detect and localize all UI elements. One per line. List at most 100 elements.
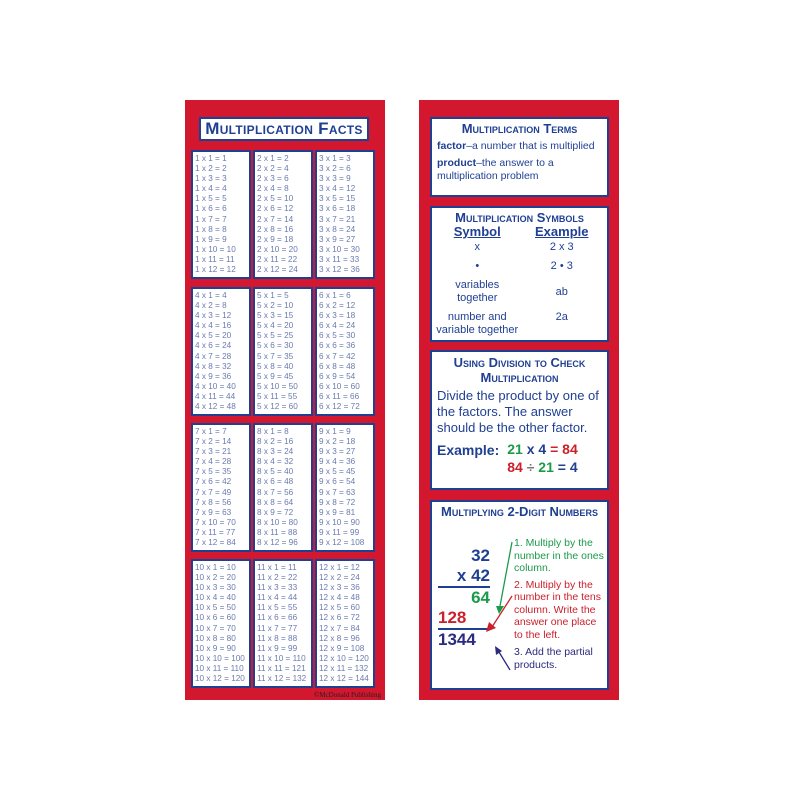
symbol-name: x (474, 241, 481, 253)
fact-row: 9 x 9 = 81 (319, 507, 356, 517)
fact-row: 4 x 11 = 44 (195, 391, 236, 401)
arrowhead-step2 (486, 622, 496, 632)
fact-row: 10 x 6 = 60 (195, 613, 236, 623)
arrows (486, 541, 513, 671)
fact-row: 7 x 11 = 77 (195, 527, 236, 537)
step-2: 2. Multiply by the number in the tens co… (514, 578, 601, 641)
fact-row: 10 x 11 = 110 (195, 663, 244, 673)
fact-row: 9 x 7 = 63 (319, 487, 356, 497)
fact-row: 1 x 6 = 6 (195, 204, 227, 214)
arrow-step3 (498, 651, 511, 671)
fact-row: 3 x 7 = 21 (319, 214, 356, 224)
fact-row: 10 x 8 = 80 (195, 633, 236, 643)
fact-row: 2 x 10 = 20 (257, 244, 298, 254)
fact-row: 4 x 9 = 36 (195, 371, 232, 381)
fact-row: 11 x 7 = 77 (257, 623, 298, 633)
fact-row: 8 x 2 = 16 (257, 437, 294, 447)
fact-row: 5 x 8 = 40 (257, 361, 294, 371)
facts-table-12: 12 x 1 = 12 12 x 2 = 24 12 x 3 = 36 12 x 4 … (315, 559, 375, 688)
fact-row: 3 x 10 = 30 (319, 244, 360, 254)
fact-row: 4 x 4 = 16 (195, 321, 232, 331)
fact-row: 3 x 6 = 18 (319, 204, 356, 214)
fact-row: 9 x 10 = 90 (319, 517, 360, 527)
fact-row: 9 x 2 = 18 (319, 437, 356, 447)
symbols-title: Multiplication Symbols (455, 210, 584, 225)
multiplicand: 32 (471, 546, 490, 565)
fact-row: 1 x 11 = 11 (195, 254, 235, 264)
fact-row: 12 x 4 = 48 (319, 593, 360, 603)
fact-row: 5 x 12 = 60 (257, 402, 298, 412)
fact-row: 11 x 11 = 121 (257, 663, 306, 673)
fact-row: 12 x 6 = 72 (319, 613, 360, 623)
fact-row: 2 x 8 = 16 (257, 224, 294, 234)
fact-row: 12 x 5 = 60 (319, 603, 360, 613)
fact-row: 12 x 9 = 108 (319, 643, 365, 653)
fact-row: 8 x 5 = 40 (257, 467, 294, 477)
fact-row: 10 x 5 = 50 (195, 603, 236, 613)
fact-row: 4 x 1 = 4 (195, 291, 227, 300)
fact-row: 10 x 1 = 10 (195, 563, 236, 572)
fact-row: 6 x 5 = 30 (319, 331, 356, 341)
symbol-example: 2a (555, 311, 568, 323)
symbol-example: 2 x 3 (549, 241, 574, 253)
fact-row: 9 x 8 = 72 (319, 497, 356, 507)
fact-row: 1 x 1 = 1 (195, 154, 227, 163)
multiplication-tips-bookmark: Multiplication Terms factor–a number tha… (419, 100, 619, 700)
fact-row: 3 x 5 = 15 (319, 194, 356, 204)
fact-row: 5 x 10 = 50 (257, 381, 298, 391)
terms-title: Multiplication Terms (461, 121, 578, 136)
two-digit-panel: Multiplying 2-Digit Numbers 32 x 42 64 1… (430, 500, 609, 690)
fact-row: 11 x 9 = 99 (257, 643, 298, 653)
terms-panel: Multiplication Terms factor–a number tha… (430, 117, 609, 197)
fact-row: 11 x 4 = 44 (257, 593, 298, 603)
fact-row: 5 x 2 = 10 (257, 301, 294, 311)
fact-row: 8 x 12 = 96 (257, 538, 298, 548)
fact-row: 6 x 4 = 24 (319, 321, 356, 331)
equation-divide: 84 ÷ 21 = 4 (507, 459, 578, 475)
fact-row: 3 x 9 = 27 (319, 234, 356, 244)
fact-row: 12 x 8 = 96 (319, 633, 360, 643)
fact-row: 4 x 3 = 12 (195, 311, 232, 321)
term-product-definition: –the answer to a multiplication problem (437, 157, 554, 182)
fact-row: 1 x 9 = 9 (195, 234, 227, 244)
fact-row: 9 x 4 = 36 (319, 457, 356, 467)
fact-row: 7 x 4 = 28 (195, 457, 232, 467)
facts-table-10: 10 x 1 = 10 10 x 2 = 20 10 x 3 = 30 10 x 4 … (191, 559, 251, 688)
symbols-panel: Multiplication Symbols Symbol Example x 2… (430, 206, 609, 342)
symbol-name: number and variable together (436, 311, 519, 336)
fact-row: 12 x 11 = 132 (319, 663, 369, 673)
fact-row: 7 x 9 = 63 (195, 507, 232, 517)
worked-example: 32 x 42 64 128 1344 (438, 546, 490, 650)
fact-row: 12 x 10 = 120 (319, 653, 369, 663)
fact-row: 8 x 7 = 56 (257, 487, 294, 497)
partial-product-2: 128 (438, 608, 490, 630)
fact-row: 4 x 10 = 40 (195, 381, 236, 391)
fact-row: 6 x 3 = 18 (319, 311, 356, 321)
fact-row: 6 x 2 = 12 (319, 301, 356, 311)
fact-row: 11 x 2 = 22 (257, 573, 298, 583)
fact-row: 6 x 8 = 48 (319, 361, 356, 371)
fact-row: 2 x 6 = 12 (257, 204, 294, 214)
fact-row: 4 x 6 = 24 (195, 341, 232, 351)
fact-row: 7 x 1 = 7 (195, 427, 227, 436)
fact-row: 6 x 1 = 6 (319, 291, 351, 300)
fact-row: 7 x 7 = 49 (195, 487, 232, 497)
step-1: 1. Multiply by the number in the ones co… (514, 537, 604, 574)
fact-row: 9 x 11 = 99 (319, 527, 360, 537)
fact-row: 6 x 7 = 42 (319, 351, 356, 361)
symbol-example: ab (555, 285, 568, 298)
fact-row: 12 x 12 = 144 (319, 674, 369, 684)
fact-row: 1 x 3 = 3 (195, 174, 227, 184)
fact-row: 9 x 6 = 54 (319, 477, 356, 487)
symbol-header: Symbol (453, 224, 501, 239)
fact-row: 12 x 2 = 24 (319, 573, 360, 583)
fact-row: 2 x 7 = 14 (257, 214, 294, 224)
fact-row: 8 x 3 = 24 (257, 447, 294, 457)
fact-row: 6 x 10 = 60 (319, 381, 360, 391)
fact-row: 4 x 7 = 28 (195, 351, 232, 361)
